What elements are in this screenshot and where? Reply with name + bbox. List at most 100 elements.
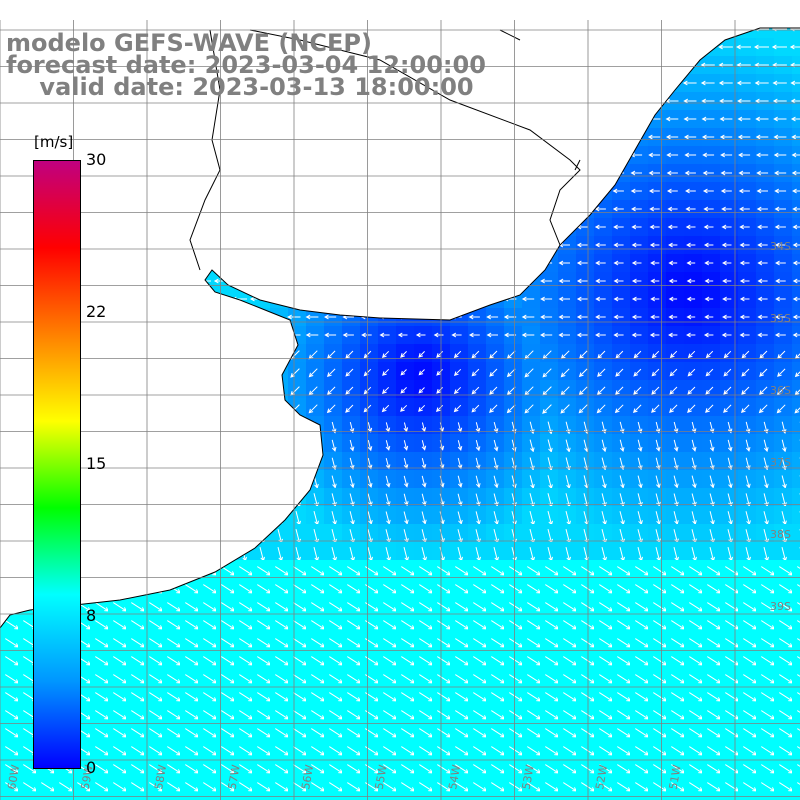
wind-arrow (595, 296, 606, 302)
wind-arrow (745, 493, 751, 507)
wind-arrow (727, 457, 733, 471)
wind-arrow (613, 296, 624, 302)
wind-arrow (633, 368, 642, 377)
wind-arrow (686, 242, 696, 248)
wind-arrow (763, 439, 769, 453)
wind-arrow (453, 386, 462, 395)
wind-arrow (738, 170, 750, 176)
wind-arrow (763, 457, 769, 471)
wind-arrow (668, 314, 678, 320)
wind-arrow (739, 332, 750, 338)
wind-arrow (601, 475, 607, 489)
wind-arrow (560, 404, 570, 414)
lat-label: 39S (770, 600, 791, 613)
wind-arrow (673, 493, 679, 507)
wind-arrow (493, 421, 499, 434)
wind-arrow (721, 206, 732, 212)
wind-arrow (741, 386, 750, 395)
wind-arrow (722, 260, 732, 266)
wind-arrow (381, 404, 390, 413)
wind-arrow (797, 638, 800, 648)
wind-arrow (475, 475, 481, 489)
wind-arrow (757, 332, 768, 338)
wind-arrow (739, 206, 750, 212)
wind-arrow (772, 98, 787, 104)
wind-arrow (773, 134, 787, 140)
wind-arrow (385, 475, 391, 488)
wind-arrow (754, 80, 769, 86)
wind-arrow (687, 386, 696, 395)
wind-arrow (457, 511, 463, 525)
wind-arrow (493, 439, 499, 452)
wind-arrow (400, 369, 407, 376)
wind-arrow (400, 404, 408, 412)
colorbar-tick-8: 8 (86, 606, 97, 625)
wind-arrow (686, 278, 696, 284)
wind-arrow (506, 368, 516, 378)
wind-arrow (305, 332, 319, 338)
wind-arrow (757, 224, 768, 230)
wind-arrow (668, 278, 678, 284)
wind-arrow (687, 404, 696, 413)
wind-arrow (578, 386, 588, 396)
wind-arrow (597, 350, 606, 359)
wind-arrow (331, 439, 337, 452)
wind-arrow (757, 314, 768, 320)
wind-arrow (367, 493, 373, 507)
wind-arrow (451, 332, 462, 338)
wind-arrow (379, 332, 390, 338)
wind-arrow (754, 98, 769, 104)
lon-label: 53W (520, 764, 537, 791)
wind-arrow (457, 493, 463, 507)
wind-arrow (565, 439, 571, 453)
wind-arrow (687, 350, 696, 359)
wind-arrow (669, 350, 678, 359)
wind-arrow (668, 296, 678, 302)
wind-arrow (703, 224, 714, 230)
wind-arrow (558, 314, 570, 320)
wind-arrow (613, 260, 624, 266)
wind-arrow (521, 314, 535, 320)
wind-arrow (486, 314, 499, 320)
wind-arrow (792, 314, 800, 320)
wind-arrow (400, 387, 407, 394)
wind-arrow (385, 440, 391, 451)
wind-arrow (345, 350, 354, 359)
wind-arrow (651, 368, 660, 377)
wind-arrow (601, 439, 607, 453)
wind-arrow (453, 404, 462, 413)
wind-arrow (331, 457, 337, 471)
wind-arrow (759, 350, 768, 359)
wind-arrow (637, 493, 643, 507)
wind-arrow (612, 206, 624, 212)
wind-arrow (542, 404, 552, 414)
wind-arrow (560, 368, 570, 378)
coastline (0, 27, 800, 629)
wind-arrow (486, 332, 498, 338)
wind-arrow (595, 260, 606, 266)
wind-arrow (576, 242, 588, 248)
wind-arrow (385, 511, 391, 525)
wind-arrow (774, 170, 787, 176)
wind-arrow (792, 332, 800, 338)
wind-arrow (772, 80, 787, 86)
wind-arrow (475, 457, 481, 470)
wind-arrow (308, 368, 318, 378)
wind-arrow (727, 421, 733, 434)
wind-arrow (709, 421, 715, 434)
wind-arrow (792, 260, 800, 266)
wind-arrow (727, 493, 733, 507)
wind-arrow (331, 421, 337, 434)
wind-arrow (691, 439, 697, 452)
wind-arrow (367, 475, 373, 489)
wind-arrow (403, 440, 409, 451)
wind-arrow (704, 278, 714, 284)
model-title: modelo GEFS-WAVE (NCEP) (6, 29, 372, 57)
wind-arrow (668, 260, 678, 266)
wind-arrow (797, 746, 800, 756)
border-line (189, 29, 581, 271)
wind-arrow (719, 98, 733, 104)
wind-arrow (615, 368, 624, 377)
wind-arrow (595, 242, 606, 248)
lon-label: 58W (152, 764, 169, 791)
